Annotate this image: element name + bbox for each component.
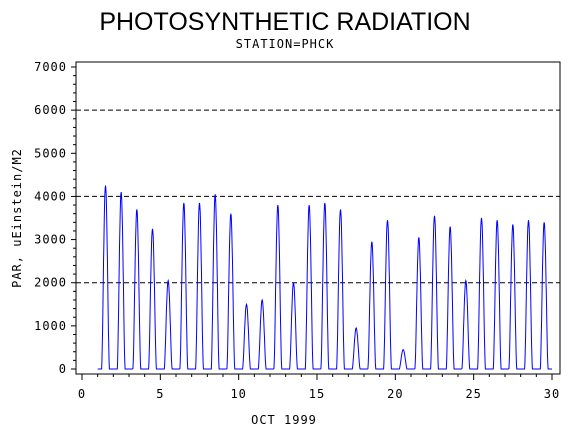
y-axis-ticks: 0 1000 2000 3000 4000 5000 6000 7000: [34, 60, 76, 376]
x-axis-label: OCT 1999: [251, 413, 317, 427]
x-tick-label: 25: [465, 387, 481, 401]
reference-lines: [76, 109, 560, 284]
x-tick-label: 10: [230, 387, 246, 401]
y-tick-label: 0: [59, 362, 67, 376]
chart-subtitle: STATION=PHCK: [236, 37, 335, 51]
y-axis-label: PAR, uEinstein/M2: [10, 148, 24, 288]
x-tick-label: 0: [78, 387, 86, 401]
x-tick-label: 20: [387, 387, 403, 401]
y-tick-label: 2000: [34, 276, 67, 290]
series-group: [97, 185, 552, 370]
y-tick-label: 5000: [34, 146, 67, 160]
x-tick-label: 5: [156, 387, 164, 401]
series-line: [97, 185, 552, 370]
y-tick-label: 6000: [34, 103, 67, 117]
x-tick-label: 15: [309, 387, 325, 401]
chart-title: PHOTOSYNTHETIC RADIATION: [99, 8, 470, 36]
y-tick-label: 7000: [34, 60, 67, 74]
x-axis-ticks: 0 5 10 15 20 25 30: [78, 374, 560, 401]
plot-frame: [75, 61, 561, 375]
y-tick-label: 1000: [34, 319, 67, 333]
y-tick-label: 3000: [34, 233, 67, 247]
y-tick-label: 4000: [34, 189, 67, 203]
x-tick-label: 30: [544, 387, 560, 401]
